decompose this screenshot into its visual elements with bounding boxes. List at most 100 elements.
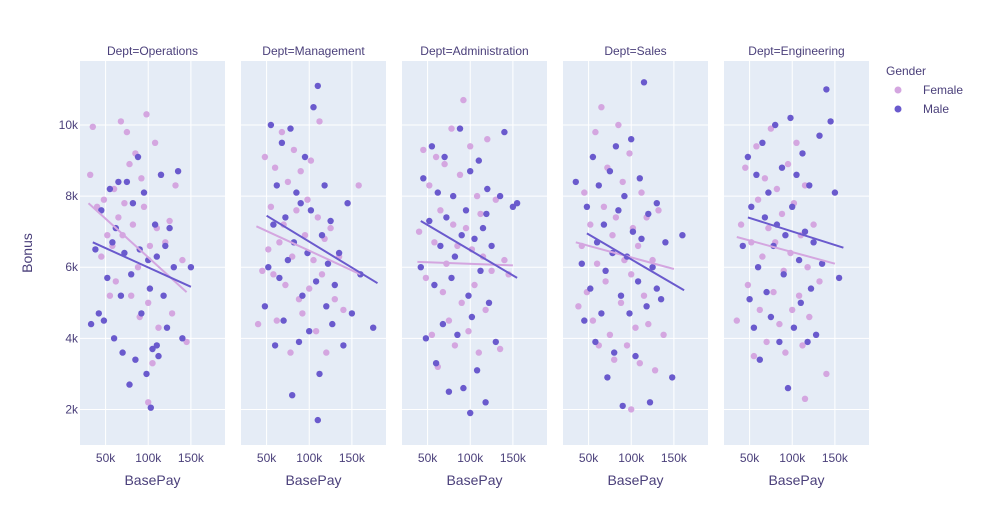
- data-point-male: [119, 349, 126, 356]
- data-point-female: [100, 196, 108, 203]
- x-tick-label: 100k: [135, 451, 162, 465]
- data-point-male: [327, 217, 334, 225]
- data-point-female: [651, 367, 659, 374]
- y-tick-label: 4k: [65, 331, 79, 345]
- data-point-female: [773, 185, 781, 193]
- data-point-female: [172, 182, 179, 189]
- data-point-male: [340, 342, 347, 349]
- legend: Gender Female Male: [886, 64, 963, 116]
- data-point-female: [784, 160, 792, 168]
- data-point-female: [166, 217, 173, 225]
- data-point-female: [123, 128, 131, 136]
- data-point-male: [117, 292, 125, 299]
- data-point-female: [770, 288, 777, 296]
- trendline-male: [92, 241, 192, 288]
- data-point-male: [748, 203, 755, 210]
- trendline-male: [586, 232, 685, 292]
- data-point-female: [420, 146, 427, 154]
- data-point-male: [301, 153, 309, 161]
- data-point-male: [174, 168, 182, 175]
- facet-title: Dept=Administration: [420, 44, 528, 58]
- data-point-male: [812, 331, 820, 338]
- data-point-female: [645, 320, 652, 328]
- data-point-male: [782, 232, 789, 239]
- data-point-female: [87, 171, 94, 178]
- x-axis-title: BasePay: [607, 472, 663, 488]
- data-point-male: [646, 399, 654, 406]
- data-point-male: [293, 189, 300, 196]
- data-point-male: [485, 299, 493, 306]
- data-point-female: [634, 242, 642, 250]
- data-point-male: [140, 189, 148, 196]
- data-point-male: [780, 271, 787, 278]
- data-point-female: [340, 306, 347, 314]
- legend-title: Gender: [886, 64, 926, 78]
- data-point-male: [617, 292, 625, 299]
- data-point-female: [426, 182, 433, 189]
- data-point-male: [816, 132, 823, 139]
- legend-item-male[interactable]: Male: [894, 102, 950, 116]
- data-point-male: [434, 189, 441, 196]
- data-point-male: [750, 324, 758, 331]
- data-point-female: [799, 342, 806, 349]
- data-point-male: [115, 178, 122, 186]
- data-point-female: [451, 342, 459, 349]
- data-point-female: [619, 178, 626, 186]
- data-point-male: [316, 370, 323, 378]
- data-point-male: [456, 125, 464, 132]
- data-point-female: [415, 228, 423, 235]
- x-tick-label: 150k: [178, 451, 205, 465]
- data-point-female: [750, 352, 758, 360]
- data-point-male: [598, 310, 605, 317]
- data-point-male: [626, 310, 633, 317]
- data-point-male: [143, 370, 150, 378]
- facet-title: Dept=Sales: [604, 44, 666, 58]
- data-point-male: [615, 207, 622, 214]
- legend-item-female[interactable]: Female: [894, 83, 964, 97]
- data-point-female: [488, 267, 495, 274]
- legend-marker-female: [894, 86, 902, 94]
- data-point-male: [370, 324, 377, 331]
- facet-panel: 50k 100k 150k Dept=Administration BasePay: [402, 44, 547, 488]
- data-point-male: [578, 260, 585, 267]
- data-point-female: [284, 178, 292, 186]
- data-point-female: [623, 342, 631, 349]
- data-point-male: [441, 153, 448, 161]
- data-point-male: [95, 310, 103, 317]
- data-point-male: [454, 331, 461, 338]
- data-point-male: [632, 352, 639, 360]
- data-point-female: [754, 196, 762, 203]
- data-point-male: [417, 264, 424, 271]
- data-point-male: [163, 324, 171, 331]
- trendline-male: [420, 220, 518, 279]
- data-point-male: [267, 121, 275, 129]
- data-point-male: [806, 182, 813, 189]
- x-axis-title: BasePay: [124, 472, 180, 488]
- x-tick-label: 50k: [96, 451, 116, 465]
- data-point-male: [772, 121, 779, 129]
- data-point-female: [306, 285, 313, 292]
- data-point-female: [456, 171, 464, 178]
- data-point-female: [482, 306, 489, 314]
- data-point-female: [742, 164, 749, 171]
- data-point-female: [270, 271, 277, 278]
- data-point-female: [759, 253, 766, 260]
- data-point-male: [797, 299, 804, 306]
- data-point-male: [462, 207, 470, 214]
- data-point-female: [289, 253, 296, 260]
- facet-panel: 50k 100k 150k Dept=Engineering BasePay: [724, 44, 869, 488]
- data-point-male: [92, 246, 99, 253]
- data-point-male: [138, 310, 145, 317]
- data-point-male: [299, 292, 306, 299]
- data-point-female: [155, 324, 162, 331]
- data-point-male: [428, 143, 436, 150]
- data-point-male: [310, 104, 317, 111]
- data-point-male: [765, 189, 772, 196]
- data-point-male: [790, 324, 798, 331]
- data-point-female: [632, 324, 639, 331]
- data-point-female: [121, 200, 128, 207]
- x-tick-label: 50k: [257, 451, 277, 465]
- data-point-female: [612, 214, 620, 221]
